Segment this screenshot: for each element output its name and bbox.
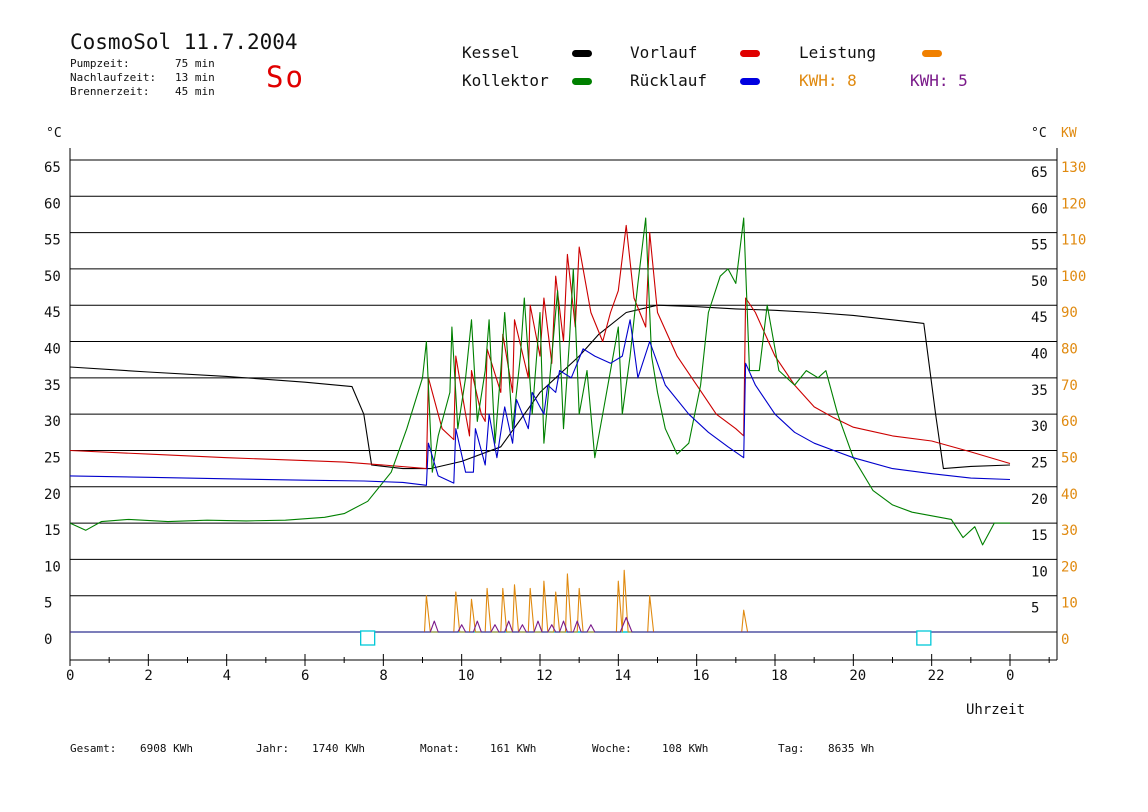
y2-tick-right: 110 (1061, 233, 1086, 249)
y-tick-left: 25 (44, 450, 61, 466)
y-tick-left: 30 (44, 414, 61, 430)
footer-woche-value: 108 KWh (662, 742, 709, 755)
y2-tick-right: 130 (1061, 160, 1086, 176)
y-tick-right: 50 (1031, 274, 1048, 290)
nachlaufzeit-label: Nachlaufzeit: (70, 71, 157, 84)
footer-gesamt-label: Gesamt: (70, 742, 117, 755)
x-tick-label: 4 (223, 668, 231, 684)
series-line-r-cklauf (69, 319, 1011, 486)
x-axis-label: Uhrzeit (966, 702, 1025, 718)
x-tick-label: 22 (928, 668, 945, 684)
footer-tag-value: 8635 Wh (828, 742, 875, 755)
y-tick-right: 55 (1031, 238, 1048, 254)
y2-tick-right: 120 (1061, 196, 1086, 212)
x-tick-label: 2 (144, 668, 152, 684)
y-tick-right: 15 (1031, 528, 1048, 544)
y-tick-right: 20 (1031, 492, 1048, 508)
x-tick-label: 20 (849, 668, 866, 684)
series-line-vorlauf (69, 224, 1011, 470)
y-tick-left: 45 (44, 305, 61, 321)
y-tick-left: 35 (44, 378, 61, 394)
x-tick-label: 0 (1006, 668, 1014, 684)
y-axis-label-left: °C (46, 126, 62, 141)
y-tick-left: 20 (44, 487, 61, 503)
y-axis-label-right: °C (1031, 126, 1047, 141)
legend-leistung-swatch (922, 50, 942, 57)
y2-tick-right: 10 (1061, 596, 1078, 612)
x-tick-label: 14 (614, 668, 631, 684)
y2-axis-label: KW (1061, 126, 1077, 141)
y2-tick-right: 0 (1061, 632, 1069, 648)
footer-monat-label: Monat: (420, 742, 460, 755)
y-tick-left: 10 (44, 559, 61, 575)
legend-kwh-8: KWH: 8 (799, 71, 857, 90)
y-tick-right: 25 (1031, 455, 1048, 471)
footer-monat-value: 161 KWh (490, 742, 537, 755)
legend-vorlauf-label: Vorlauf (630, 43, 698, 62)
y2-tick-right: 70 (1061, 378, 1078, 394)
y-tick-left: 0 (44, 632, 52, 648)
series-line-kwh-8 (70, 569, 1010, 633)
legend-kwh-5: KWH: 5 (910, 71, 968, 90)
y2-tick-right: 50 (1061, 450, 1078, 466)
x-tick-label: 12 (536, 668, 553, 684)
y-tick-left: 5 (44, 596, 52, 612)
x-tick-label: 0 (66, 668, 74, 684)
y-tick-left: 50 (44, 269, 61, 285)
legend-kessel-swatch (572, 50, 592, 57)
legend-vorlauf-swatch (740, 50, 760, 57)
pump-marker (360, 630, 376, 646)
y-tick-right: 60 (1031, 201, 1048, 217)
legend-ruecklauf-swatch (740, 78, 760, 85)
y-tick-right: 65 (1031, 165, 1048, 181)
pumpzeit-value: 75 min (175, 57, 215, 70)
y-tick-right: 5 (1031, 601, 1039, 617)
legend-kollektor-label: Kollektor (462, 71, 549, 90)
series-line-kollektor (69, 217, 1010, 546)
legend-ruecklauf-label: Rücklauf (630, 71, 708, 90)
footer-jahr-label: Jahr: (256, 742, 290, 755)
nachlaufzeit-value: 13 min (175, 71, 215, 84)
footer-gesamt-value: 6908 KWh (140, 742, 193, 755)
brennerzeit-value: 45 min (175, 85, 215, 98)
x-tick-label: 18 (771, 668, 788, 684)
pump-marker (916, 630, 932, 646)
footer-woche-label: Woche: (592, 742, 632, 755)
x-tick-label: 8 (379, 668, 387, 684)
legend-kollektor-swatch (572, 78, 592, 85)
y2-tick-right: 30 (1061, 523, 1078, 539)
y2-tick-right: 80 (1061, 342, 1078, 358)
y2-tick-right: 90 (1061, 305, 1078, 321)
x-tick-label: 6 (301, 668, 309, 684)
legend-kessel-label: Kessel (462, 43, 520, 62)
y-tick-left: 15 (44, 523, 61, 539)
y-tick-right: 10 (1031, 564, 1048, 580)
x-tick-label: 16 (693, 668, 710, 684)
y-tick-left: 65 (44, 160, 61, 176)
y-tick-right: 35 (1031, 383, 1048, 399)
y-tick-right: 30 (1031, 419, 1048, 435)
series-line-kessel (69, 304, 1011, 470)
y-tick-left: 60 (44, 196, 61, 212)
weekday-label: So (266, 60, 305, 94)
chart-title: CosmoSol 11.7.2004 (70, 30, 298, 54)
y2-tick-right: 20 (1061, 559, 1078, 575)
y-tick-right: 45 (1031, 310, 1048, 326)
y-tick-left: 40 (44, 342, 61, 358)
footer-tag-label: Tag: (778, 742, 805, 755)
y-tick-left: 55 (44, 233, 61, 249)
pumpzeit-label: Pumpzeit: (70, 57, 130, 70)
x-tick-label: 10 (458, 668, 475, 684)
y-tick-right: 40 (1031, 347, 1048, 363)
y2-tick-right: 60 (1061, 414, 1078, 430)
footer-jahr-value: 1740 KWh (312, 742, 365, 755)
y2-tick-right: 40 (1061, 487, 1078, 503)
series-line-kwh-5 (70, 616, 1010, 633)
legend-leistung-label: Leistung (799, 43, 877, 62)
y2-tick-right: 100 (1061, 269, 1086, 285)
brennerzeit-label: Brennerzeit: (70, 85, 150, 98)
